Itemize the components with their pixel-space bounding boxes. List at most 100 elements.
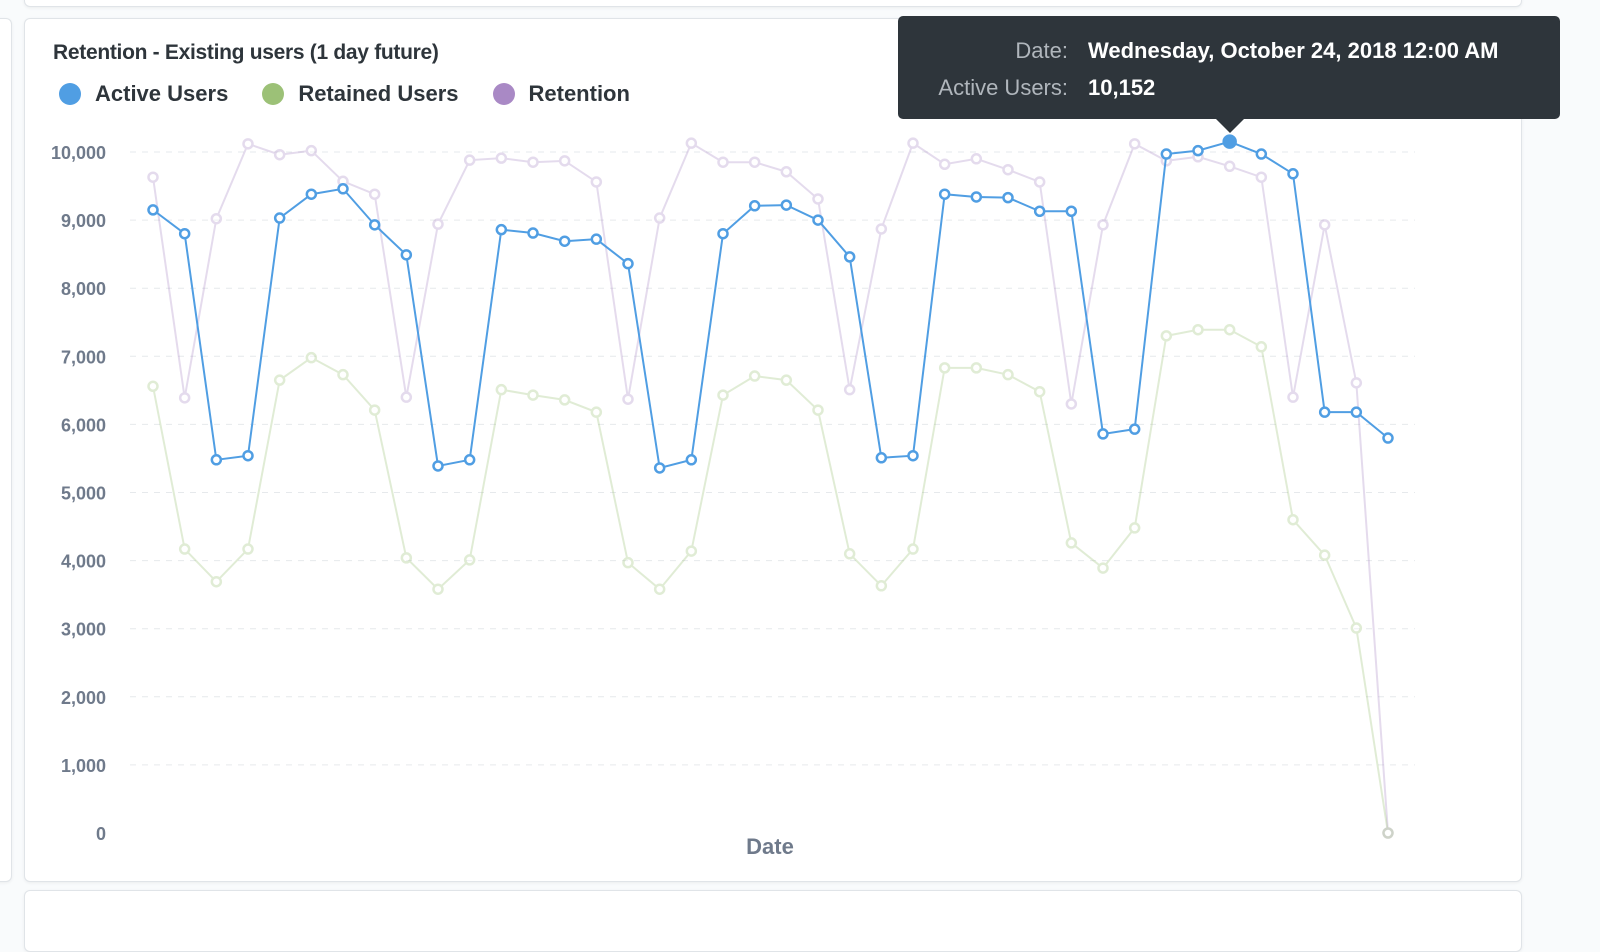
data-point[interactable] [527, 227, 539, 239]
data-point[interactable] [178, 392, 191, 404]
data-point[interactable] [875, 580, 888, 592]
data-point[interactable] [843, 548, 856, 560]
data-point[interactable] [1382, 827, 1394, 839]
data-point[interactable] [1287, 513, 1299, 526]
data-point[interactable] [1350, 622, 1363, 634]
data-point[interactable] [907, 543, 919, 555]
data-point[interactable] [1255, 341, 1268, 353]
data-point[interactable] [1002, 368, 1014, 381]
data-point[interactable] [1002, 163, 1014, 176]
data-point[interactable] [305, 351, 318, 364]
data-point[interactable] [1033, 385, 1046, 398]
data-point[interactable] [463, 554, 476, 566]
data-point[interactable] [273, 148, 286, 161]
data-point[interactable] [938, 158, 951, 171]
legend-item-active-users[interactable]: Active Users [59, 81, 228, 107]
data-point[interactable] [653, 462, 666, 474]
data-point[interactable] [1065, 398, 1078, 410]
data-point[interactable] [368, 219, 381, 231]
data-point[interactable] [843, 383, 856, 396]
data-point[interactable] [812, 214, 824, 226]
data-point[interactable] [780, 374, 793, 386]
data-point[interactable] [907, 137, 919, 149]
data-point[interactable] [622, 556, 634, 569]
data-point[interactable] [1097, 428, 1109, 440]
data-point[interactable] [717, 389, 729, 401]
data-point[interactable] [210, 212, 223, 225]
data-point[interactable] [368, 404, 381, 416]
data-point[interactable] [432, 218, 444, 230]
data-point[interactable] [463, 154, 476, 166]
data-point[interactable] [210, 454, 223, 466]
data-point[interactable] [1287, 391, 1299, 403]
legend-item-retained-users[interactable]: Retained Users [262, 81, 459, 107]
data-point[interactable] [1318, 219, 1331, 231]
data-point[interactable] [1160, 148, 1173, 160]
data-point[interactable] [1223, 323, 1236, 336]
data-point[interactable] [1223, 160, 1236, 173]
data-point[interactable] [1222, 134, 1237, 149]
data-point[interactable] [590, 176, 603, 188]
data-point[interactable] [495, 223, 508, 236]
data-point[interactable] [843, 251, 856, 263]
data-point[interactable] [337, 368, 349, 381]
legend-item-retention[interactable]: Retention [492, 81, 630, 107]
data-point[interactable] [400, 249, 413, 261]
data-point[interactable] [1160, 330, 1173, 342]
data-point[interactable] [1318, 406, 1331, 418]
data-point[interactable] [780, 165, 793, 178]
data-point[interactable] [812, 404, 824, 416]
data-point[interactable] [178, 543, 191, 555]
data-point[interactable] [1097, 219, 1109, 231]
data-point[interactable] [1065, 537, 1078, 549]
data-point[interactable] [337, 183, 349, 195]
data-point[interactable] [527, 156, 539, 168]
data-point[interactable] [210, 575, 223, 588]
data-point[interactable] [1097, 562, 1109, 574]
data-point[interactable] [875, 223, 888, 235]
data-point[interactable] [970, 191, 983, 203]
data-point[interactable] [1255, 171, 1268, 183]
data-point[interactable] [1318, 549, 1331, 561]
data-point[interactable] [147, 204, 159, 216]
chart-title[interactable]: Retention - Existing users (1 day future… [53, 41, 439, 64]
data-point[interactable] [685, 454, 698, 466]
data-point[interactable] [780, 199, 793, 211]
data-point[interactable] [685, 545, 698, 557]
data-point[interactable] [812, 193, 824, 205]
data-point[interactable] [875, 452, 888, 464]
data-point[interactable] [147, 380, 159, 393]
data-point[interactable] [1128, 423, 1141, 435]
data-point[interactable] [748, 200, 761, 212]
data-point[interactable] [558, 235, 571, 247]
data-point[interactable] [242, 138, 254, 150]
data-point[interactable] [1382, 827, 1394, 839]
data-point[interactable] [1002, 191, 1014, 204]
data-point[interactable] [590, 233, 603, 245]
data-point[interactable] [1255, 148, 1268, 160]
data-point[interactable] [1382, 432, 1394, 444]
data-point[interactable] [622, 257, 634, 270]
data-point[interactable] [907, 449, 919, 462]
data-point[interactable] [970, 362, 983, 374]
data-point[interactable] [1350, 377, 1363, 389]
data-point[interactable] [242, 449, 254, 462]
data-point[interactable] [147, 171, 159, 183]
data-point[interactable] [622, 393, 634, 405]
data-point[interactable] [273, 212, 286, 224]
data-point[interactable] [1192, 144, 1204, 157]
data-point[interactable] [558, 155, 571, 167]
data-point[interactable] [653, 583, 666, 595]
data-point[interactable] [653, 212, 666, 224]
data-point[interactable] [1065, 205, 1078, 217]
data-point[interactable] [717, 156, 729, 168]
data-point[interactable] [717, 227, 729, 240]
data-point[interactable] [748, 370, 761, 382]
data-point[interactable] [1128, 138, 1141, 150]
data-point[interactable] [1287, 168, 1299, 180]
data-point[interactable] [178, 227, 191, 240]
data-point[interactable] [432, 583, 444, 595]
data-point[interactable] [432, 460, 444, 472]
data-point[interactable] [400, 552, 413, 564]
data-point[interactable] [685, 137, 698, 149]
